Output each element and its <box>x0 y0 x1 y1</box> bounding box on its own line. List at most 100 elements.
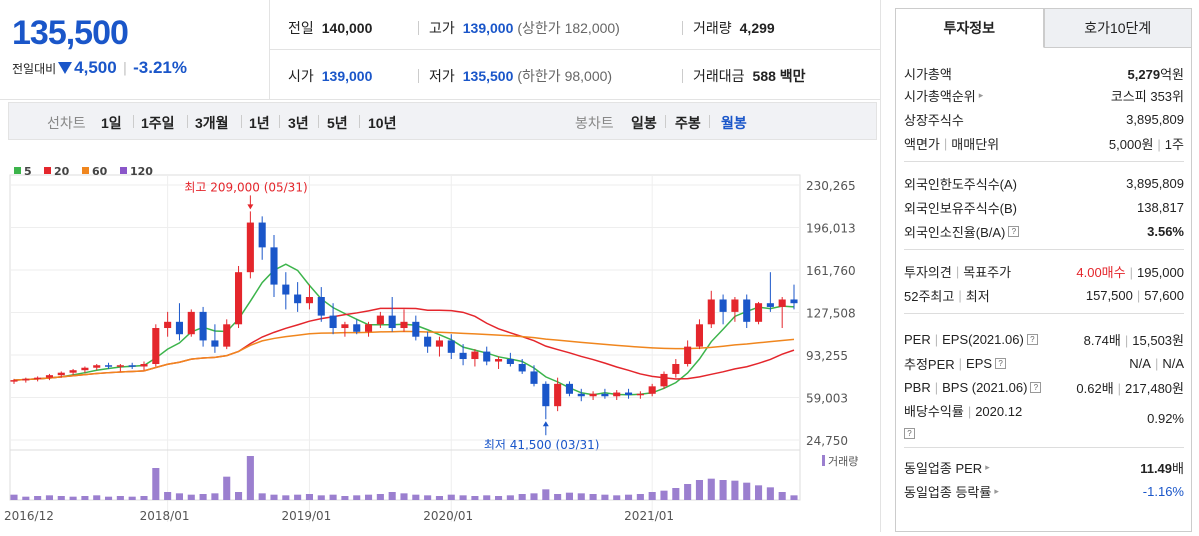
candle-body <box>766 303 774 307</box>
pbr-row: PBR | BPS (2021.06)? 0.62배 | 217,480원 <box>904 379 1184 396</box>
high52-label: 52주최고 <box>904 288 955 304</box>
volume-label: 거래량 <box>693 20 732 36</box>
candle-body <box>483 351 491 362</box>
volume-bar <box>447 494 455 500</box>
volume-bar <box>152 468 160 500</box>
week52-row: 52주최고 | 최저 157,500 | 57,600 <box>904 287 1184 304</box>
x-tick-label: 2021/01 <box>624 509 674 523</box>
market-cap-row: 시가총액 5,279억원 <box>904 63 1184 83</box>
est-per-row: 추정PER | EPS? N/A | N/A <box>904 355 1184 372</box>
period-3m[interactable]: 3개월 <box>195 115 229 131</box>
candle-body <box>506 359 514 365</box>
tab-order-book[interactable]: 호가10단계 <box>1043 8 1192 48</box>
period-daily[interactable]: 일봉 <box>631 115 657 131</box>
help-icon[interactable]: ? <box>1026 333 1038 345</box>
volume-bar <box>34 496 42 500</box>
dividend-value: 0.92% <box>1147 411 1184 426</box>
x-tick-label: 2016/12 <box>4 509 54 523</box>
candle-body <box>128 365 136 367</box>
candle-body <box>518 364 526 372</box>
legend-swatch <box>120 167 127 174</box>
chevron-right-icon[interactable]: ▸ <box>994 485 999 496</box>
volume-bar <box>223 476 231 500</box>
period-1y[interactable]: 1년 <box>249 115 270 131</box>
legend-swatch <box>82 167 89 174</box>
candle-body <box>672 364 680 374</box>
max-arrow-head <box>247 204 254 210</box>
est-per-label: 추정PER <box>904 356 955 372</box>
period-weekly[interactable]: 주봉 <box>675 115 701 131</box>
chevron-right-icon[interactable]: ▸ <box>985 461 990 472</box>
market-cap-unit: 억원 <box>1160 66 1184 82</box>
volume-bar <box>672 488 680 500</box>
volume-bar <box>365 494 373 500</box>
volume-bar <box>400 493 408 500</box>
candle-body <box>577 393 585 397</box>
period-monthly[interactable]: 월봉 <box>721 115 747 131</box>
low52-value: 57,600 <box>1144 287 1184 303</box>
help-icon[interactable]: ? <box>904 428 915 439</box>
volume-bar <box>790 495 798 500</box>
candle-body <box>471 351 479 360</box>
candle-body <box>778 299 786 307</box>
candle-body <box>719 299 727 312</box>
volume-bar <box>755 485 763 500</box>
legend-label: 20 <box>54 165 70 178</box>
candle-body <box>731 299 739 312</box>
volume-bar <box>317 495 325 500</box>
per-row: PER | EPS(2021.06)? 8.74배 | 15,503원 <box>904 331 1184 348</box>
candle-body <box>152 328 160 365</box>
y-tick-label: 93,255 <box>806 349 848 363</box>
low-label: 저가 <box>429 68 455 84</box>
volume-bar <box>660 490 668 500</box>
volume-bar <box>483 495 491 500</box>
volume-bar <box>22 496 30 500</box>
volume-bar <box>565 492 573 500</box>
foreign-hold-value: 138,817 <box>1137 199 1184 215</box>
volume-bar <box>388 492 396 500</box>
candle-body <box>164 321 172 329</box>
candle-body <box>93 365 101 368</box>
chevron-right-icon[interactable]: ▸ <box>978 89 984 100</box>
period-1w[interactable]: 1주일 <box>141 115 175 131</box>
candle-body <box>707 299 715 325</box>
volume-frame <box>9 449 801 501</box>
candle-body <box>684 346 692 365</box>
volume-bar <box>424 495 432 500</box>
help-icon[interactable]: ? <box>1030 381 1042 393</box>
opinion-row: 투자의견 | 목표주가 4.00매수 | 195,000 <box>904 263 1184 280</box>
period-5y[interactable]: 5년 <box>327 115 348 131</box>
period-10y[interactable]: 10년 <box>368 115 397 131</box>
bps-value: 217,480원 <box>1125 380 1184 396</box>
period-3y[interactable]: 3년 <box>288 115 309 131</box>
current-price: 135,500 <box>12 14 129 52</box>
volume-bar <box>282 495 290 500</box>
bps-label: BPS (2021.06) <box>942 379 1028 395</box>
period-1d[interactable]: 1일 <box>101 115 122 131</box>
candle-body <box>625 392 633 396</box>
per-label: PER <box>904 331 931 347</box>
candle-body <box>223 324 231 347</box>
industry-change-row: 동일업종 등락률 ▸ -1.16% <box>904 481 1184 501</box>
volume-bar <box>554 494 562 500</box>
open-label: 시가 <box>288 68 314 84</box>
volume-bar <box>636 494 644 500</box>
foreign-hold-row: 외국인보유주식수(B) 138,817 <box>904 197 1184 217</box>
per-value: 8.74배 <box>1083 332 1121 348</box>
candle-body <box>45 375 53 378</box>
industry-per-label: 동일업종 PER <box>904 460 983 476</box>
est-eps-label: EPS <box>966 355 993 371</box>
tab-investment-info[interactable]: 투자정보 <box>895 8 1044 48</box>
y-tick-label: 161,760 <box>806 264 856 278</box>
volume-bar <box>294 494 302 500</box>
candle-body <box>246 222 254 273</box>
target-value: 195,000 <box>1137 264 1184 280</box>
price-chart: 230,265 196,013 161,760 127,508 93,255 59,003… <box>0 150 880 532</box>
candle-body <box>589 393 597 397</box>
amount-label: 거래대금 <box>693 68 745 84</box>
help-icon[interactable]: ? <box>1008 225 1020 237</box>
candle-body <box>69 370 77 373</box>
help-icon[interactable]: ? <box>995 357 1007 369</box>
industry-change-value: -1.16% <box>1142 483 1184 499</box>
candle-body <box>187 311 195 335</box>
